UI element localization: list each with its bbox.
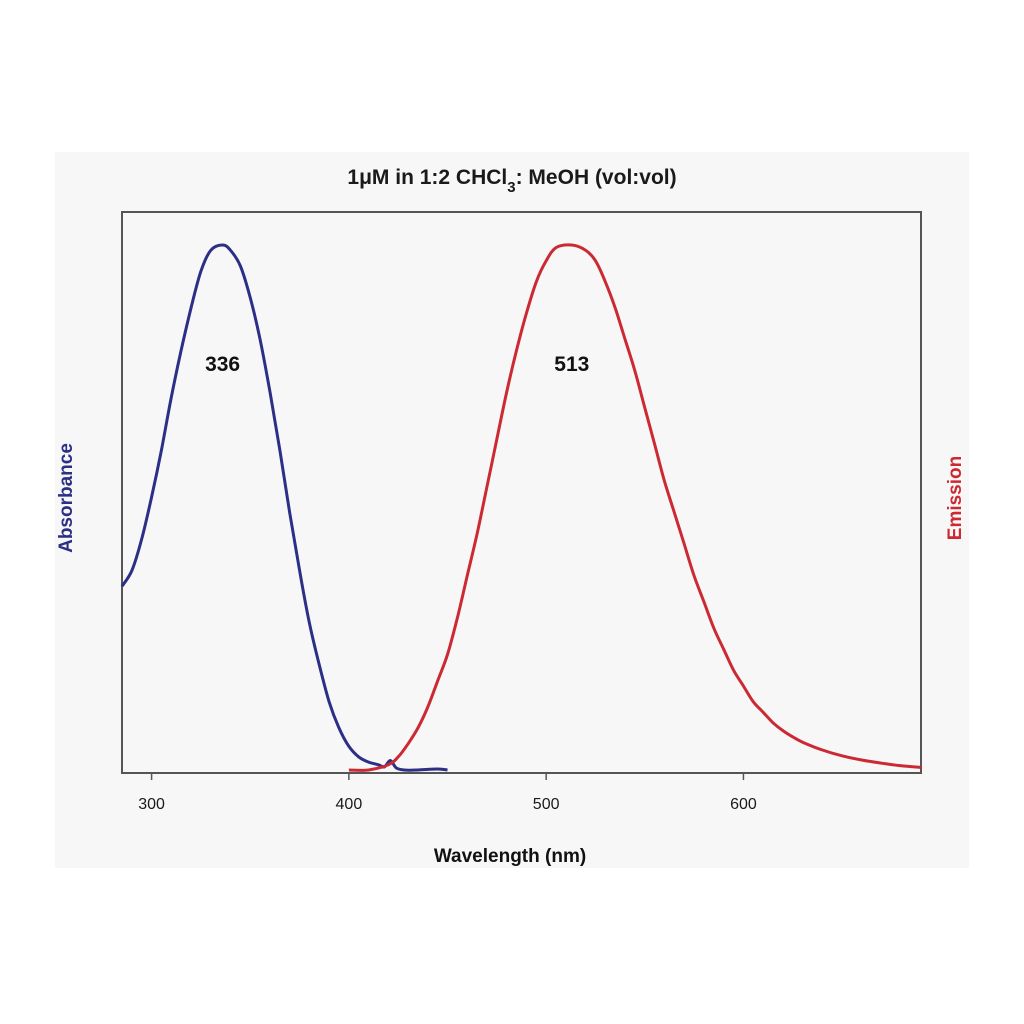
x-tick-label: 400: [336, 796, 363, 813]
plot-frame: [121, 211, 922, 774]
x-axis: 300 400 500 600: [138, 773, 757, 813]
peak-label-absorbance: 336: [205, 353, 240, 376]
series-line-emission: [348, 243, 922, 772]
chart-title-main: 1μM in 1:2 CHCl: [347, 166, 507, 189]
y-axis-label-absorbance: Absorbance: [56, 443, 77, 553]
x-tick-label: 600: [730, 796, 757, 813]
series-line-absorbance: [120, 243, 448, 772]
x-axis-label: Wavelength (nm): [434, 846, 586, 867]
chart-title-subscript: 3: [507, 179, 515, 196]
x-tick-label: 500: [533, 796, 560, 813]
annotations: 336 513: [205, 353, 589, 376]
series-layer: [120, 243, 922, 772]
chart: 1μM in 1:2 CHCl3: MeOH (vol:vol) 300 400 5…: [56, 166, 966, 867]
chart-title-rest: : MeOH (vol:vol): [516, 166, 677, 189]
y-axis-label-emission: Emission: [945, 456, 966, 540]
peak-label-emission: 513: [554, 353, 589, 376]
x-tick-label: 300: [138, 796, 165, 813]
chart-panel: 1μM in 1:2 CHCl3: MeOH (vol:vol) 300 400 5…: [55, 152, 969, 868]
chart-title: 1μM in 1:2 CHCl3: MeOH (vol:vol): [347, 166, 676, 196]
